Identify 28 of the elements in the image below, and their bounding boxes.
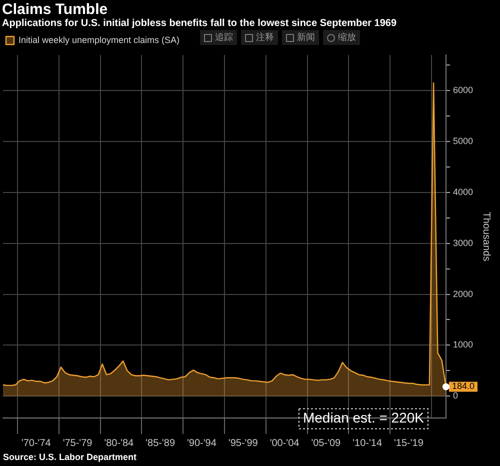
text: 缩放 [338,31,356,44]
x-tick-label: '85-'89 [146,438,176,449]
legend-label: Initial weekly unemployment claims (SA) [18,34,180,45]
chart-subtitle: Applications for U.S. initial jobless benefits fall to the lowest since September 1969 [2,18,397,29]
y-tick-label: 5000 [452,136,474,146]
y-tick-label: 0 [452,390,458,401]
x-tick-label: '70-'74 [21,438,52,449]
x-tick-label: '15-'19 [394,438,424,449]
y-tick-label: 3000 [452,238,474,248]
x-tick-label: '10-'14 [352,438,382,449]
x-tick-label: '80-'84 [104,438,134,449]
x-tick-label: '05-'09 [311,438,342,449]
text: 追踪 [215,31,233,44]
x-tick-label: '95-'99 [228,438,258,449]
y-tick-label: 2000 [452,288,474,299]
y-tick-label: 1000 [452,340,474,350]
chart-title: Claims Tumble [2,1,108,18]
x-tick-label: '90-'94 [187,438,217,449]
x-tick-label: '00-'04 [270,438,300,449]
source-note: Source: U.S. Labor Department [3,452,137,462]
text: 新闻 [297,31,315,44]
text: 注释 [256,31,274,44]
y-tick-label: 4000 [452,186,474,197]
annotation: Median est. = 220K [302,410,425,426]
y-axis-title: Thousands [480,212,492,262]
x-tick-label: '75-'79 [62,438,93,449]
y-tick-label: 6000 [452,85,474,96]
text: 184.0 [452,381,475,392]
